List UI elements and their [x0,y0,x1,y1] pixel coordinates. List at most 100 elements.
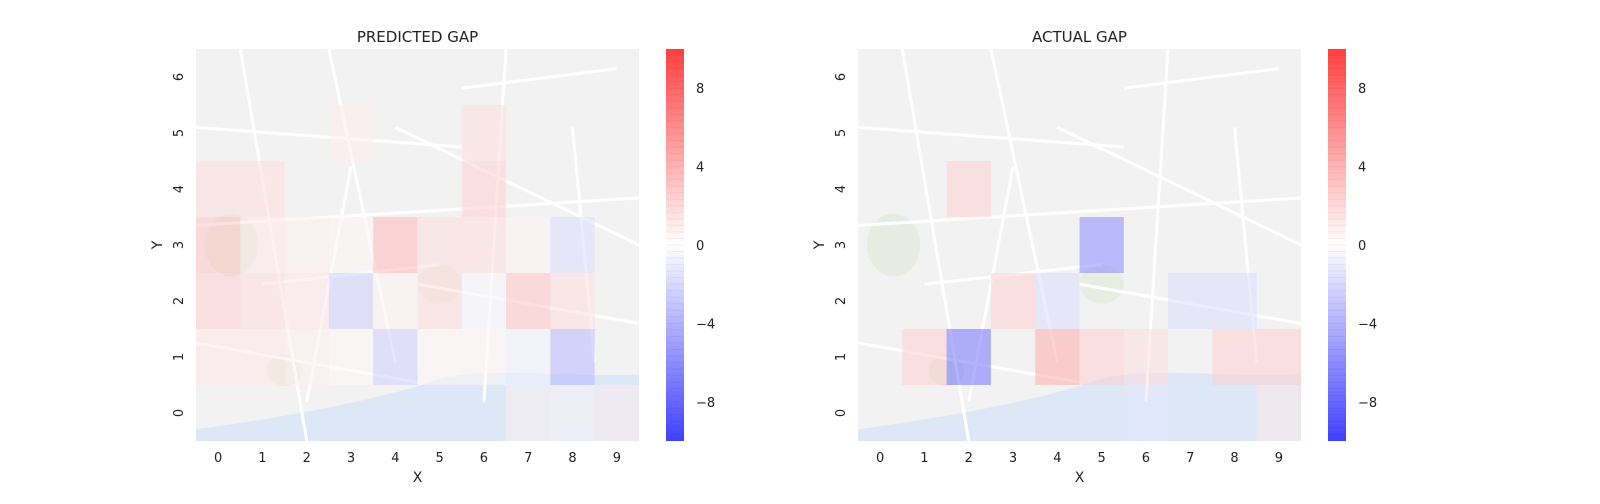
heatmap-cell [550,273,595,329]
heatmap-cell [461,273,507,329]
heatmap-cell [417,273,462,329]
x-tick-label: 8 [1230,451,1238,466]
heatmap-cell [550,329,595,385]
x-tick-label: 6 [1142,451,1150,466]
heatmap-cell [1256,329,1301,385]
heatmap-cell [1168,273,1213,329]
y-tick-label: 1 [172,353,187,361]
heatmap-cell [240,273,285,329]
chart-title: ACTUAL GAP [1032,28,1127,46]
heatmap-cell [328,105,374,161]
y-tick-label: 4 [834,185,849,193]
heatmap-cell [417,329,462,385]
heatmap-cell [284,273,329,329]
heatmap-cell [240,161,285,217]
heatmap-cell [1256,385,1301,441]
heatmap-cell [550,217,595,273]
x-tick-label: 7 [1186,451,1194,466]
x-tick-label: 2 [303,451,311,466]
y-tick-label: 2 [834,297,849,305]
x-tick-label: 8 [568,451,576,466]
plot-area [858,49,1301,441]
y-tick-label: 0 [172,409,187,417]
x-tick-label: 3 [1009,451,1017,466]
heatmap-cell [373,217,418,273]
plot-area [196,49,639,441]
heatmap-cell [373,329,418,385]
colorbar-tick-label: −8 [696,396,715,411]
heatmap-cell [594,385,639,441]
heatmap-cell [461,161,507,217]
x-tick-label: 9 [613,451,621,466]
colorbar-tick-label: 0 [696,239,704,254]
heatmap-cell [284,329,329,385]
heatmap-cells [902,161,1301,441]
x-tick-label: 5 [436,451,444,466]
colorbar-tick-label: 8 [1358,82,1366,97]
y-tick-label: 2 [172,297,187,305]
heatmap-cell [1212,329,1257,385]
colorbar-tick-label: 4 [1358,161,1366,176]
x-axis-label: X [413,470,423,486]
heatmap-cell [461,105,507,161]
colorbar-tick-label: 4 [696,161,704,176]
heatmap-cell [240,217,285,273]
chart-title: PREDICTED GAP [357,28,478,46]
y-tick-label: 3 [172,241,187,249]
heatmap-cell [284,217,329,273]
x-tick-label: 7 [524,451,532,466]
heatmap-cell [1123,385,1169,441]
y-tick-label: 5 [172,129,187,137]
colorbar-tick-label: −8 [1358,396,1377,411]
heatmap-cell [990,273,1036,329]
colorbar-tick-label: −4 [696,317,715,332]
y-tick-label: 6 [172,73,187,81]
x-tick-label: 1 [920,451,928,466]
x-axis-label: X [1075,470,1085,486]
x-tick-label: 4 [391,451,399,466]
x-tick-label: 3 [347,451,355,466]
heatmap-cell [506,329,551,385]
x-tick-label: 1 [258,451,266,466]
x-tick-label: 0 [876,451,884,466]
heatmap-cell [328,329,374,385]
heatmap-cell [328,217,374,273]
heatmap-cell [196,329,241,385]
heatmap-cells [196,105,639,441]
y-tick-label: 4 [172,185,187,193]
actual-gap-chart: ACTUAL GAP 0 1 2 3 4 5 6 7 8 9 0 1 2 3 4 5 6 X Y −8 −4 0 4 8 [800,0,1600,500]
heatmap-cell [506,273,551,329]
y-tick-label: 0 [834,409,849,417]
y-tick-label: 1 [834,353,849,361]
heatmap-cell [550,385,595,441]
heatmap-cell [506,217,551,273]
heatmap-cell [240,329,285,385]
y-tick-label: 5 [834,129,849,137]
heatmap-cell [417,217,462,273]
heatmap-cell [196,217,241,273]
x-tick-label: 4 [1053,451,1061,466]
heatmap-cell [902,329,947,385]
heatmap-cell [461,329,507,385]
colorbar-tick-label: 0 [1358,239,1366,254]
heatmap-cell [461,217,507,273]
y-axis-label: Y [812,240,828,250]
predicted-gap-chart: PREDICTED GAP 0 1 2 3 4 5 6 7 8 9 0 1 2 3 4 5 6 X Y −8 −4 0 4 8 [0,0,800,500]
heatmap-cell [1035,273,1080,329]
heatmap-cell [946,161,991,217]
colorbar: −8 −4 0 4 8 [1328,48,1377,441]
colorbar: −8 −4 0 4 8 [666,48,715,441]
heatmap-cell [196,161,241,217]
y-tick-label: 3 [834,241,849,249]
x-tick-label: 5 [1098,451,1106,466]
colorbar-tick-label: −4 [1358,317,1377,332]
heatmap-cell [946,329,991,385]
heatmap-cell [1212,273,1257,329]
heatmap-cell [506,385,551,441]
colorbar-tick-label: 8 [696,82,704,97]
y-tick-label: 6 [834,73,849,81]
heatmap-cell [1123,329,1169,385]
x-tick-label: 9 [1275,451,1283,466]
heatmap-cell [1079,329,1124,385]
